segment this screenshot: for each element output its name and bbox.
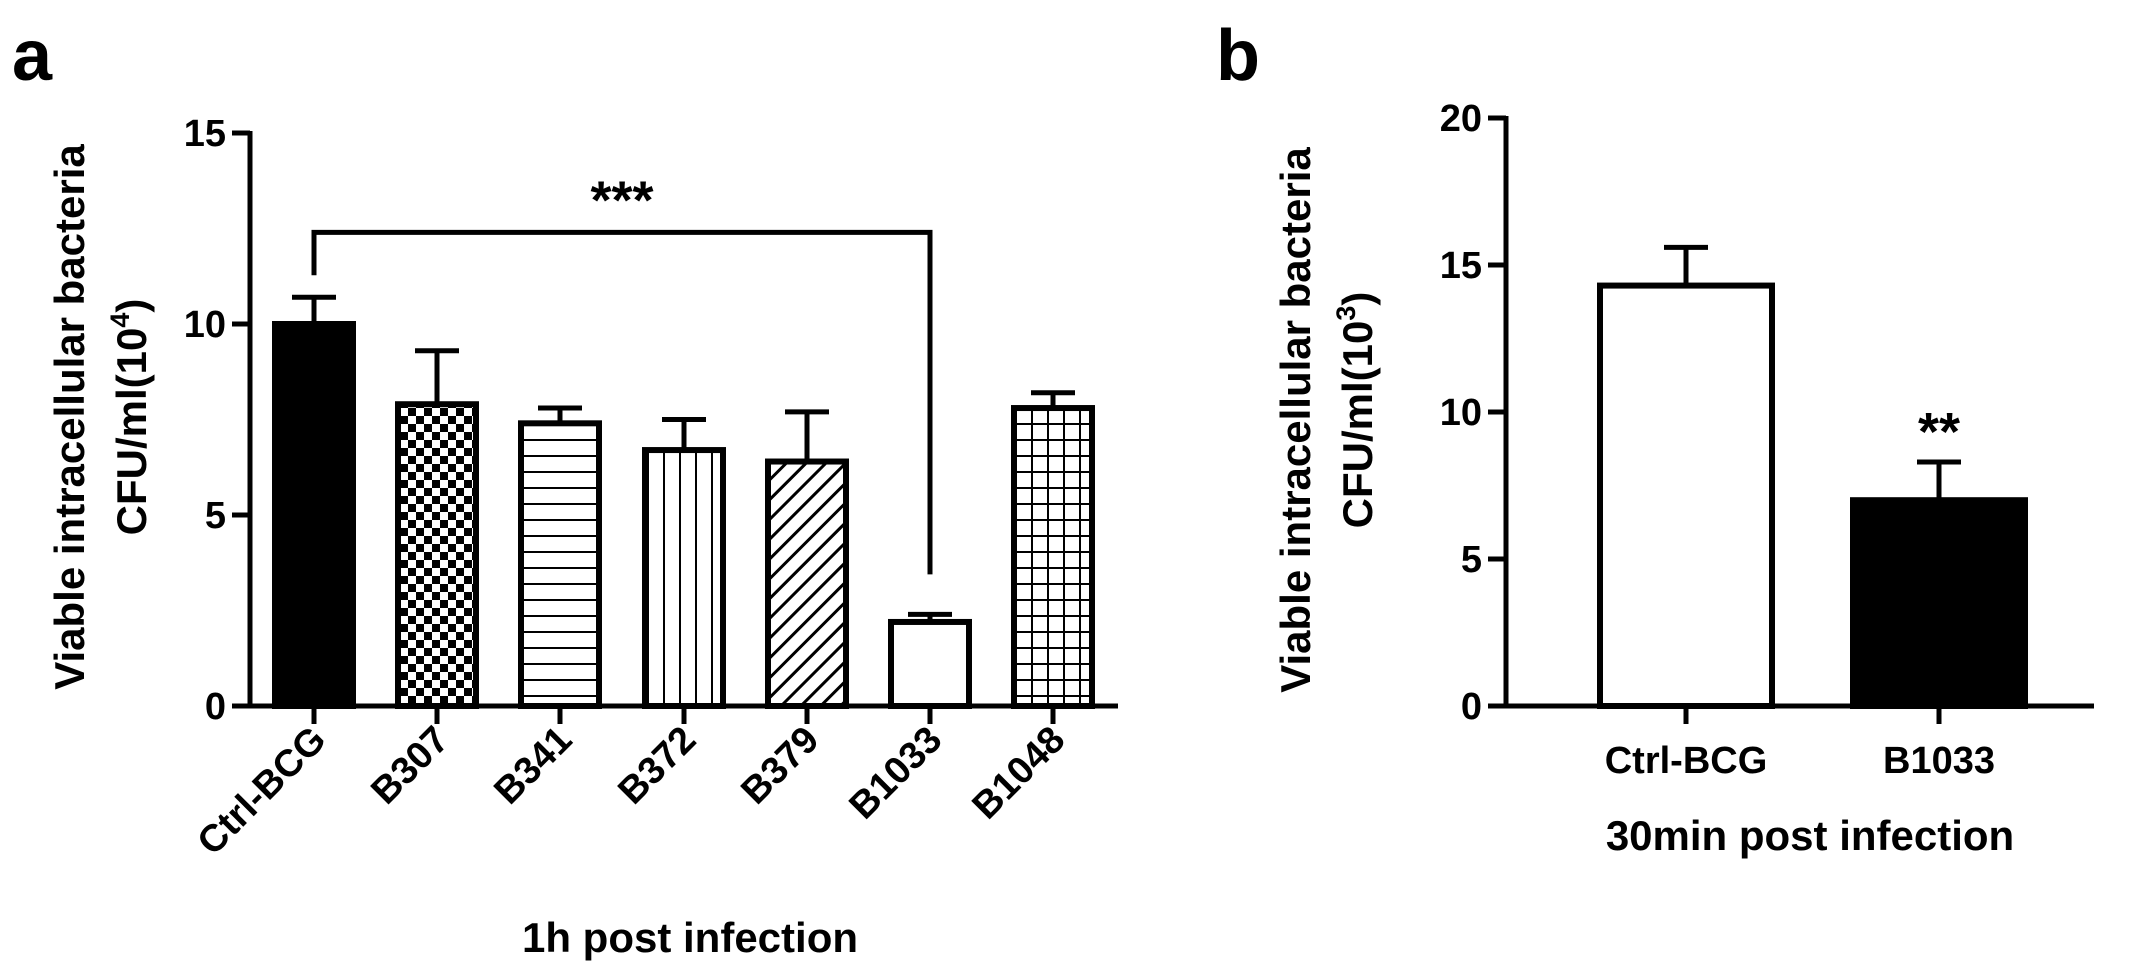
panel-a-xtick-label: B307 bbox=[363, 719, 457, 813]
panel-letter-b: b bbox=[1216, 16, 1260, 96]
panel-a-bar-B307 bbox=[395, 401, 479, 709]
panel-b-significance-label: ** bbox=[1918, 402, 1960, 462]
panel-b-ytick-label: 20 bbox=[1440, 98, 1482, 140]
panel-b-xtick-label: Ctrl-BCG bbox=[1605, 740, 1768, 782]
panel-a-bar-B341 bbox=[518, 420, 602, 709]
panel-b-ytick-label: 10 bbox=[1440, 392, 1482, 434]
panel-a-ytick-label: 5 bbox=[205, 495, 226, 537]
panel-b-ytick-label: 5 bbox=[1461, 539, 1482, 581]
panel-b-xlabel: 30min post infection bbox=[1606, 812, 2014, 859]
panel-a-significance-bracket bbox=[311, 229, 933, 575]
panel-a-bar-B1033 bbox=[888, 618, 972, 710]
panel-b-ylabel-line1: Viable intracellular bacteria bbox=[1272, 147, 1319, 693]
panel-a-ytick-label: 15 bbox=[184, 113, 226, 155]
panel-a-ylabel-line2: CFU/ml(104) bbox=[105, 299, 155, 536]
panel-letter-a: a bbox=[12, 16, 53, 96]
panel-b: Viable intracellular bacteria CFU/ml(103… bbox=[1272, 98, 2094, 859]
panel-a-xtick-label: B379 bbox=[733, 719, 827, 813]
panel-a-bar-B379 bbox=[765, 458, 849, 709]
panel-b-ytick-label: 0 bbox=[1461, 686, 1482, 728]
panel-b-ytick-label: 15 bbox=[1440, 245, 1482, 287]
panel-a: Viable intracellular bacteria CFU/ml(104… bbox=[46, 113, 1118, 961]
panel-b-bar-B1033 bbox=[1850, 497, 2028, 710]
panel-a-ytick-label: 10 bbox=[184, 304, 226, 346]
panel-a-ylabel-line1: Viable intracellular bacteria bbox=[46, 144, 93, 690]
panel-b-xtick-label: B1033 bbox=[1883, 740, 1995, 782]
panel-a-bar-Ctrl-BCG bbox=[272, 321, 356, 709]
panel-b-bar-Ctrl-BCG bbox=[1597, 282, 1775, 709]
panel-a-ytick-label: 0 bbox=[205, 686, 226, 728]
panel-a-xtick-label: B341 bbox=[486, 719, 580, 813]
panel-a-xlabel: 1h post infection bbox=[522, 914, 858, 961]
panel-a-xtick-label: B372 bbox=[610, 719, 704, 813]
panel-a-xtick-label: B1048 bbox=[964, 719, 1073, 828]
panel-a-bar-B1048 bbox=[1011, 405, 1095, 709]
panel-a-xtick-label: B1033 bbox=[841, 719, 950, 828]
panel-a-bar-B372 bbox=[642, 447, 726, 709]
panel-b-ylabel-line2: CFU/ml(103) bbox=[1331, 292, 1381, 529]
panel-a-xtick-label: Ctrl-BCG bbox=[190, 719, 335, 864]
panel-a-significance-label: *** bbox=[590, 170, 653, 230]
